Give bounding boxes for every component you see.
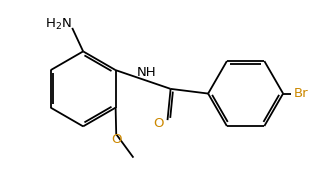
Text: Br: Br xyxy=(293,87,308,100)
Text: NH: NH xyxy=(136,66,156,79)
Text: O: O xyxy=(111,133,122,146)
Text: H$_2$N: H$_2$N xyxy=(45,17,72,32)
Text: O: O xyxy=(153,117,164,130)
